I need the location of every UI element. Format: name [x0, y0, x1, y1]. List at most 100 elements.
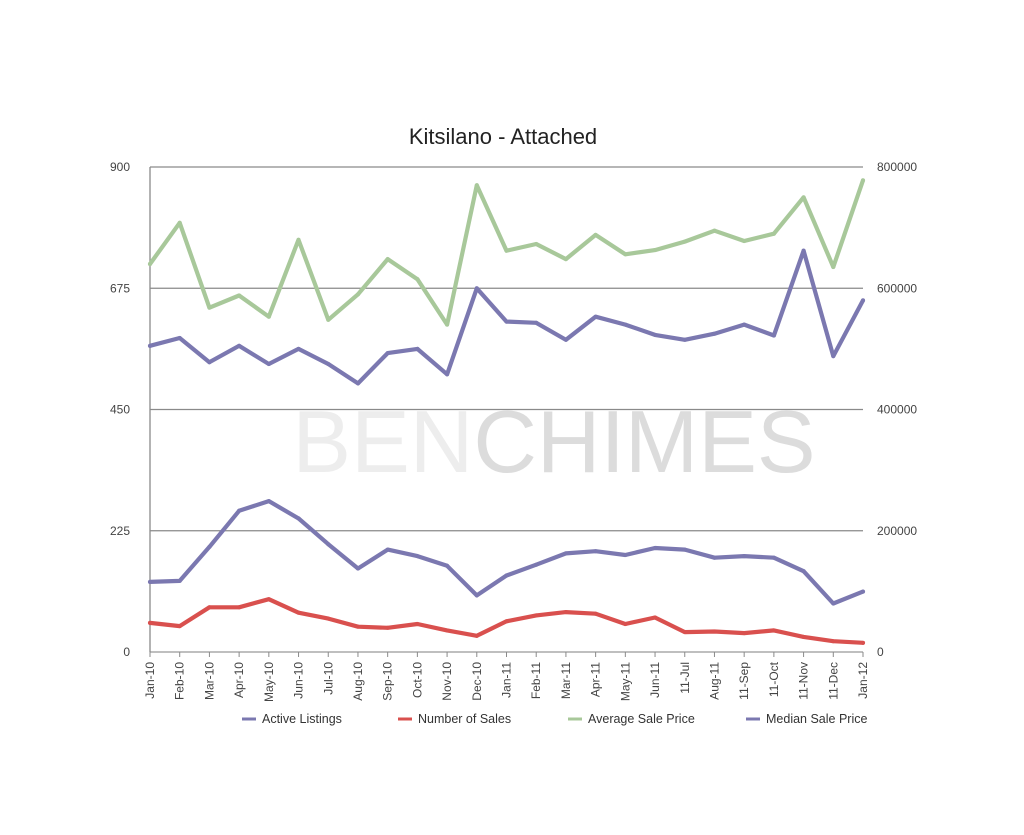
data-point	[415, 346, 420, 351]
data-point	[712, 629, 717, 634]
data-point	[326, 616, 331, 621]
data-point	[148, 620, 152, 625]
data-point	[563, 337, 568, 342]
x-tick-label: 11-Oct	[767, 661, 781, 697]
data-point	[207, 605, 212, 610]
data-point	[177, 578, 182, 583]
y-left-tick-label: 900	[110, 160, 130, 174]
x-tick-label: Jan-12	[856, 662, 870, 699]
data-point	[177, 624, 182, 629]
data-point	[326, 362, 331, 367]
data-point	[474, 593, 479, 598]
data-point	[712, 555, 717, 560]
data-point	[474, 286, 479, 291]
watermark: BENCHIMES	[292, 392, 815, 491]
data-point	[355, 566, 360, 571]
chart-title: Kitsilano - Attached	[409, 124, 597, 149]
data-point	[831, 354, 836, 359]
data-point	[801, 569, 806, 574]
x-tick-label: Nov-10	[440, 662, 454, 701]
data-point	[801, 195, 806, 200]
series-line-median-sale-price	[147, 248, 866, 386]
data-point	[742, 238, 747, 243]
svg-text:BENCHIMES: BENCHIMES	[292, 392, 815, 491]
data-point	[266, 597, 271, 602]
data-point	[385, 547, 390, 552]
x-tick-label: Feb-10	[173, 662, 187, 700]
data-point	[712, 228, 717, 233]
series-lines	[147, 178, 866, 645]
x-tick-label: 11-Nov	[797, 662, 811, 700]
data-point	[177, 335, 182, 340]
y-right-tick-label: 200000	[877, 524, 917, 538]
data-point	[445, 563, 450, 568]
data-point	[207, 544, 212, 549]
data-point	[148, 262, 152, 266]
x-tick-label: May-11	[618, 662, 632, 701]
data-point	[296, 610, 301, 615]
data-point	[771, 231, 776, 236]
data-point	[355, 292, 360, 297]
data-point	[385, 625, 390, 630]
y-right-tick-label: 800000	[877, 160, 917, 174]
y-right-tick-label: 0	[877, 645, 884, 659]
data-point	[771, 628, 776, 633]
y-left-tick-label: 225	[110, 524, 130, 538]
data-point	[504, 248, 509, 253]
x-tick-label: Jun-10	[292, 662, 306, 699]
data-point	[593, 232, 598, 237]
x-axis: Jan-10 Feb-10 Mar-10 Apr-10 May-10 Jun-10 Jul-…	[143, 652, 870, 702]
data-point	[831, 601, 836, 606]
data-point	[504, 573, 509, 578]
data-point	[623, 553, 628, 557]
data-point	[653, 248, 658, 253]
data-point	[653, 615, 658, 620]
y-right-tick-label: 600000	[877, 281, 917, 295]
data-point	[742, 631, 747, 636]
data-point	[177, 220, 182, 225]
data-point	[653, 545, 658, 550]
x-tick-label: Oct-10	[410, 662, 424, 698]
data-point	[474, 633, 479, 638]
data-point	[415, 554, 420, 559]
data-point	[653, 332, 658, 337]
x-tick-label: Mar-11	[559, 662, 573, 699]
watermark-part-2: CHIMES	[473, 392, 815, 491]
x-tick-label: Feb-11	[529, 662, 543, 699]
legend-label: Median Sale Price	[766, 712, 867, 726]
data-point	[534, 320, 539, 325]
data-point	[445, 628, 450, 633]
data-point	[534, 562, 539, 567]
data-point	[831, 639, 836, 644]
y-right-tick-label: 400000	[877, 403, 917, 417]
x-tick-label: Jul-10	[321, 662, 335, 695]
x-tick-label: Jan-11	[500, 662, 514, 698]
data-point	[801, 634, 806, 639]
data-point	[296, 516, 301, 521]
x-tick-label: Jan-10	[143, 662, 157, 699]
data-point	[742, 322, 747, 327]
data-point	[682, 630, 687, 635]
data-point	[593, 314, 598, 319]
data-point	[563, 551, 568, 556]
data-point	[148, 343, 152, 348]
data-point	[831, 265, 836, 270]
x-tick-label: Aug-10	[351, 662, 365, 701]
data-point	[355, 624, 360, 629]
data-point	[237, 343, 242, 348]
data-point	[237, 605, 242, 610]
data-point	[504, 619, 509, 624]
legend-label: Average Sale Price	[588, 712, 695, 726]
right-axis: 0 200000 400000 600000 800000	[877, 160, 917, 659]
legend-label: Number of Sales	[418, 712, 511, 726]
data-point	[237, 508, 242, 513]
data-point	[534, 241, 539, 246]
data-point	[861, 640, 865, 645]
data-point	[861, 178, 865, 183]
y-left-tick-label: 675	[110, 281, 130, 295]
data-point	[266, 314, 271, 319]
x-tick-label: Aug-11	[707, 662, 721, 700]
x-tick-label: Mar-10	[202, 662, 216, 700]
data-point	[771, 555, 776, 560]
